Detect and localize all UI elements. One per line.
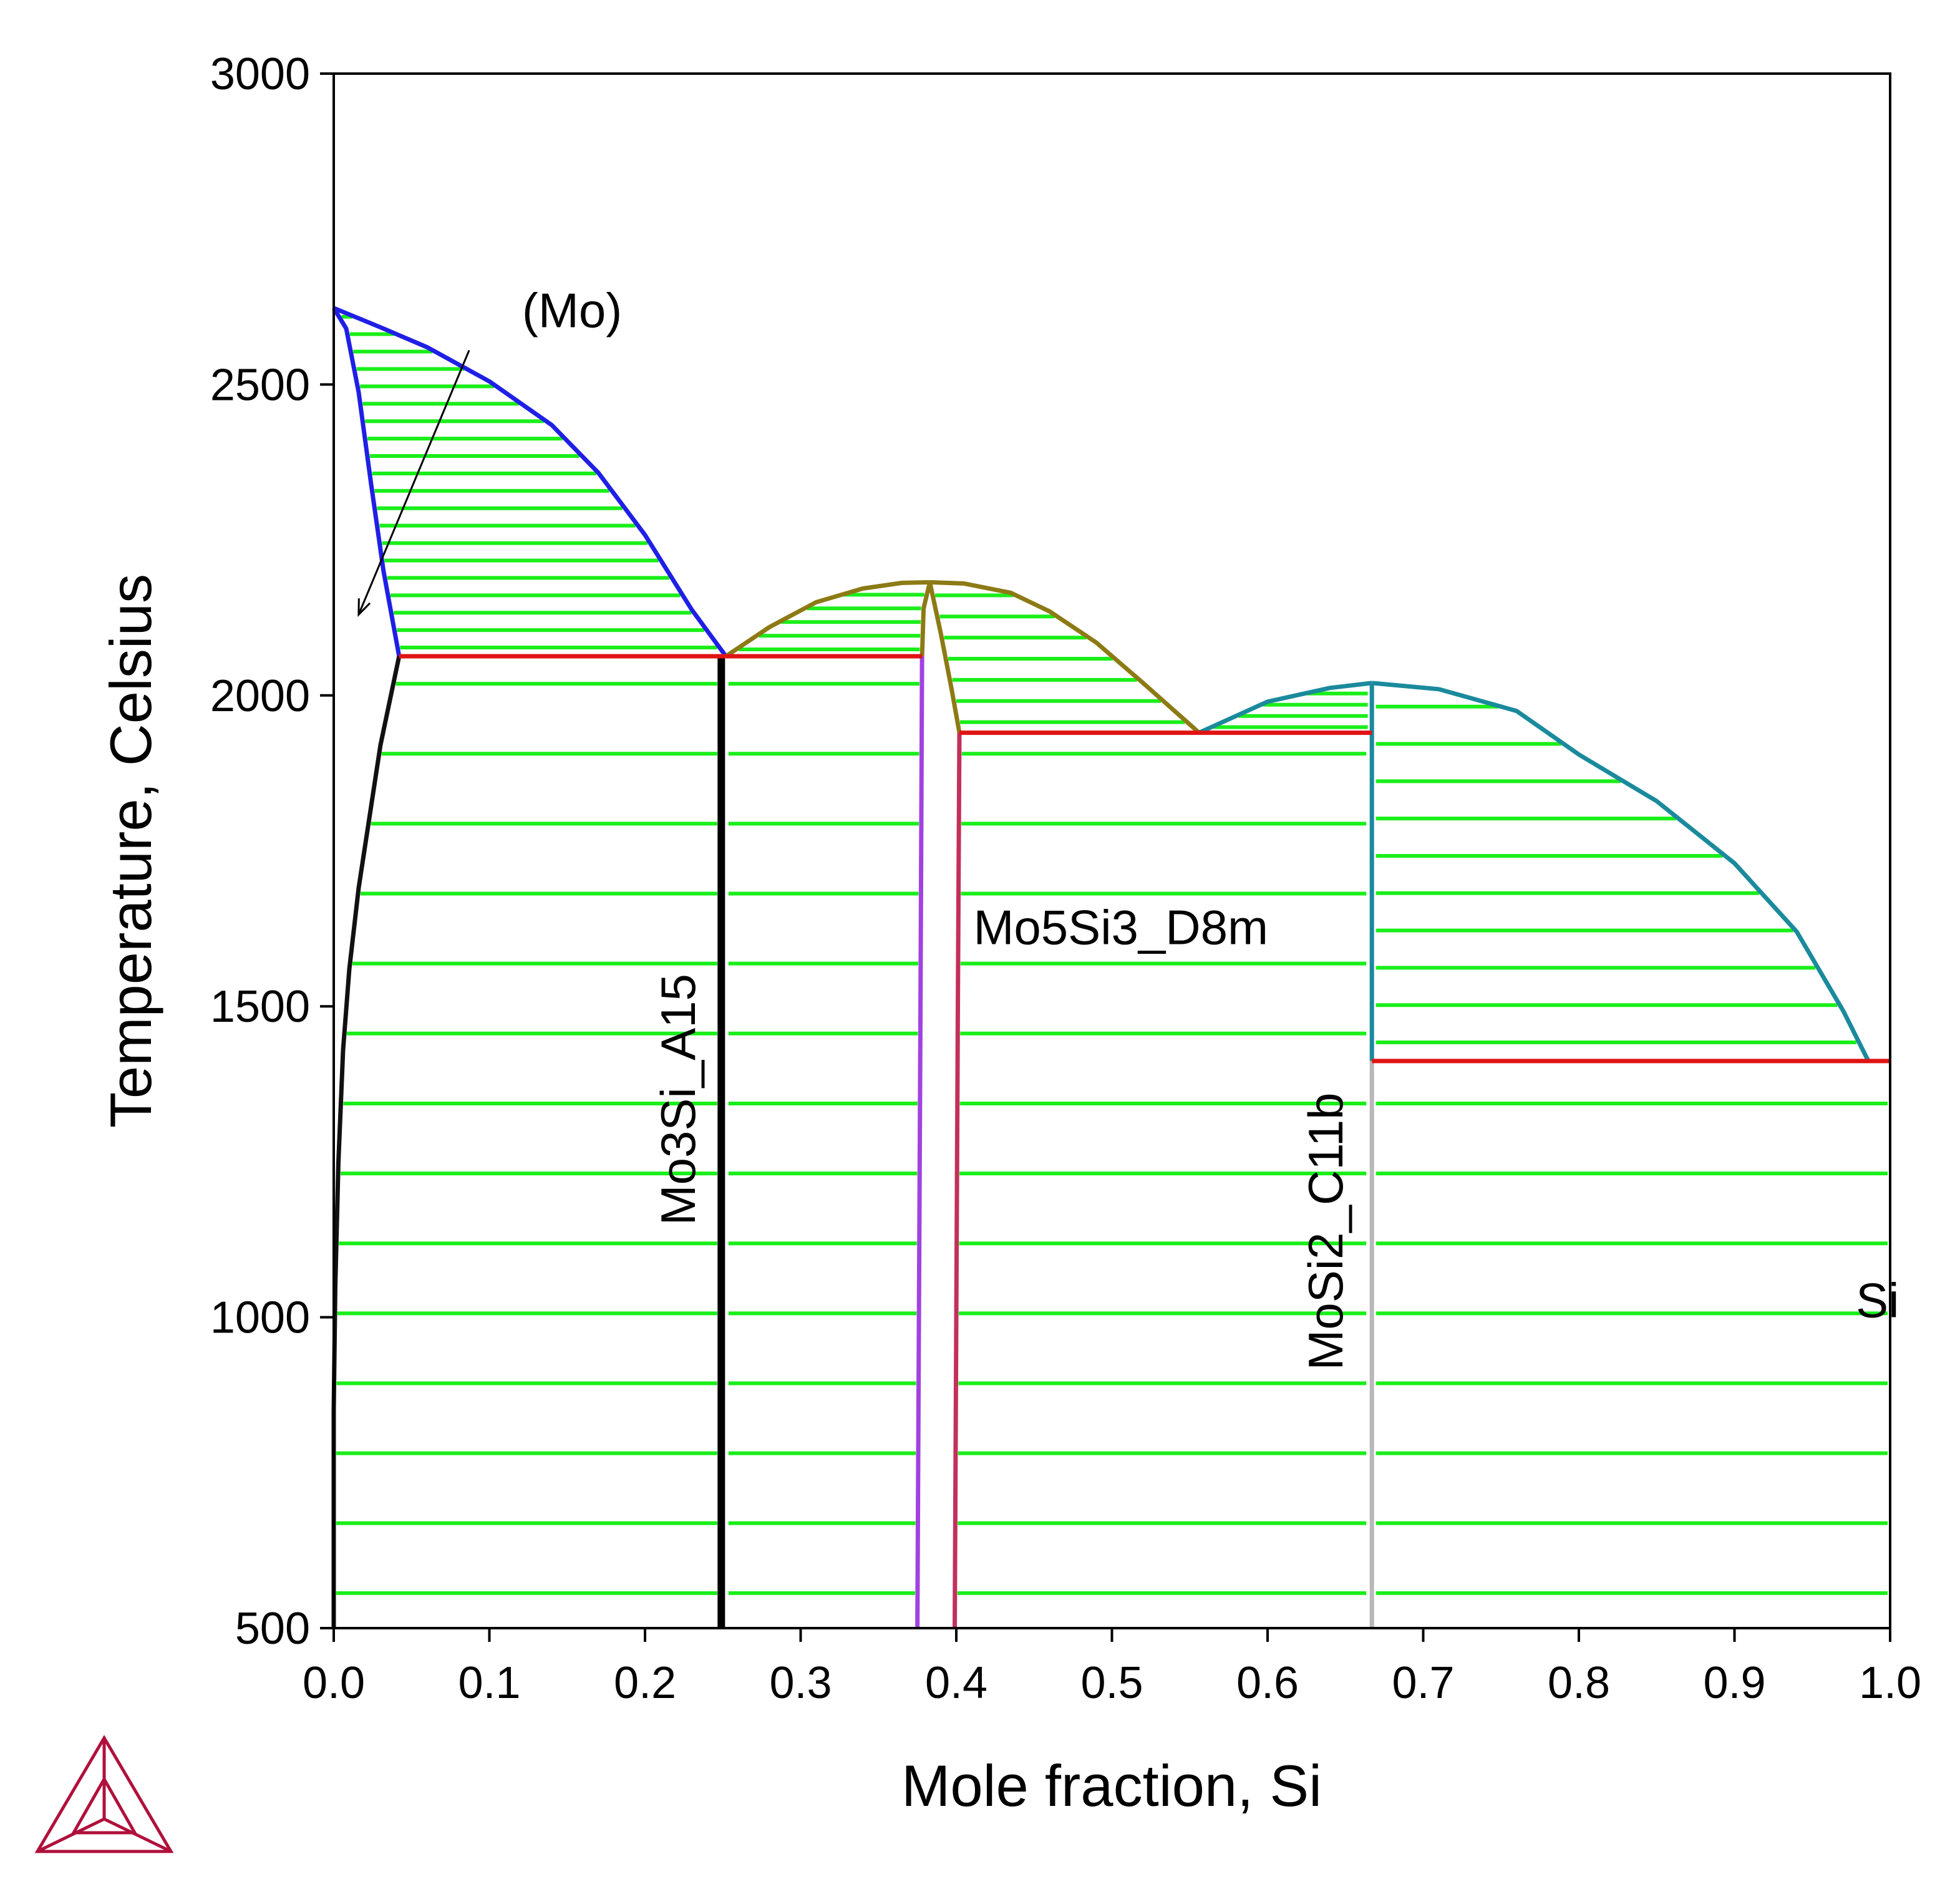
- phase-labels: (Mo) Mo3Si_A15 Mo5Si3_D8m MoSi2_C11b Si: [357, 283, 1899, 1370]
- phase-line-mosi2-liquidus-right: [1371, 681, 1871, 1062]
- x-tick-label: 0.4: [925, 1658, 987, 1708]
- x-tick-label: 0.5: [1080, 1658, 1143, 1708]
- y-tick-label: 1000: [210, 1293, 310, 1343]
- y-axis-title: Temperature, Celsius: [98, 574, 163, 1128]
- x-axis-title: Mole fraction, Si: [901, 1753, 1322, 1818]
- phase-label: (Mo): [522, 283, 622, 338]
- x-tick-label: 0.1: [458, 1658, 520, 1708]
- phase-label: MoSi2_C11b: [1298, 1092, 1353, 1370]
- x-tick-label: 0.0: [303, 1658, 365, 1708]
- x-axis: 0.0 0.1 0.2 0.3 0.4 0.5 0.6 0.7 0.8 0.9 1.0: [303, 1628, 1921, 1708]
- x-tick-label: 0.9: [1703, 1658, 1765, 1708]
- y-tick-label: 1500: [210, 982, 310, 1032]
- phase-line-mo5si3-liquidus-right: [929, 580, 1201, 735]
- phase-line-mo5si3-left-boundary: [915, 656, 924, 1629]
- x-tick-label: 0.8: [1548, 1658, 1610, 1708]
- phase-line-mo-solvus: [331, 656, 402, 1628]
- x-tick-label: 0.2: [614, 1658, 676, 1708]
- tie-lines: [336, 314, 1888, 1595]
- x-tick-label: 1.0: [1859, 1658, 1921, 1708]
- x-tick-label: 0.3: [769, 1658, 832, 1708]
- phase-label: Si: [1856, 1273, 1899, 1328]
- y-axis: 500 1000 1500 2000 2500 3000: [210, 49, 334, 1654]
- y-tick-label: 2000: [210, 671, 310, 721]
- phase-line-mo-solidus: [332, 306, 402, 657]
- label-arrow: [357, 349, 470, 615]
- y-tick-label: 500: [235, 1604, 310, 1654]
- phase-line-mo5si3-solidus-left: [919, 581, 933, 657]
- label-arrow-head: [357, 598, 371, 617]
- phase-label: Mo5Si3_D8m: [973, 900, 1268, 955]
- phase-line-mo5si3-liquidus-left: [724, 580, 930, 658]
- x-tick-label: 0.7: [1392, 1658, 1454, 1708]
- phase-line-mosi2-liquidus-left: [1198, 681, 1372, 735]
- phase-line-mo-liquidus: [332, 306, 728, 658]
- phase-label: Mo3Si_A15: [651, 974, 706, 1225]
- y-tick-label: 3000: [210, 49, 310, 99]
- thermo-calc-logo-icon: [34, 1735, 174, 1853]
- phase-line-mo5si3-solidus-right: [928, 581, 962, 734]
- x-tick-label: 0.6: [1236, 1658, 1299, 1708]
- phase-line-mo5si3-right-boundary: [953, 732, 962, 1629]
- y-tick-label: 2500: [210, 360, 310, 410]
